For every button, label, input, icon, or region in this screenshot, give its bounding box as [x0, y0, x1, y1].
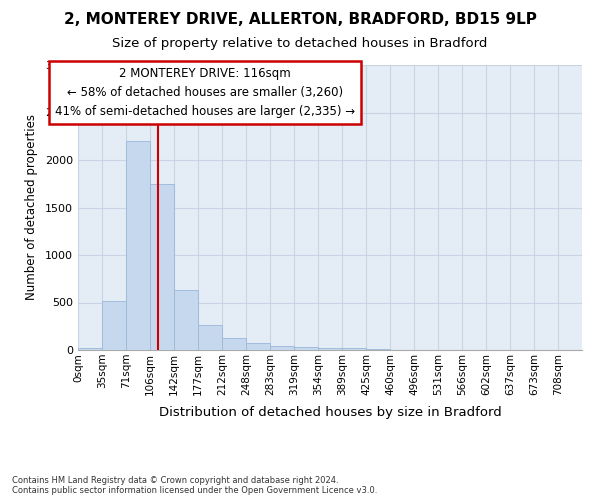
Bar	[102, 300, 126, 350]
Text: 2 MONTEREY DRIVE: 116sqm
← 58% of detached houses are smaller (3,260)
41% of sem: 2 MONTEREY DRIVE: 116sqm ← 58% of detach…	[55, 67, 355, 118]
Bar	[294, 347, 318, 350]
Bar	[318, 348, 342, 350]
Bar	[366, 348, 390, 350]
Bar	[270, 346, 294, 350]
Bar	[174, 290, 198, 350]
Y-axis label: Number of detached properties: Number of detached properties	[25, 114, 38, 300]
Bar	[78, 348, 102, 350]
Text: 2, MONTEREY DRIVE, ALLERTON, BRADFORD, BD15 9LP: 2, MONTEREY DRIVE, ALLERTON, BRADFORD, B…	[64, 12, 536, 28]
Text: Size of property relative to detached houses in Bradford: Size of property relative to detached ho…	[112, 38, 488, 51]
Bar	[222, 338, 246, 350]
Bar	[150, 184, 174, 350]
Bar	[126, 141, 150, 350]
Bar	[342, 348, 366, 350]
Text: Contains HM Land Registry data © Crown copyright and database right 2024.
Contai: Contains HM Land Registry data © Crown c…	[12, 476, 377, 495]
X-axis label: Distribution of detached houses by size in Bradford: Distribution of detached houses by size …	[158, 406, 502, 419]
Bar	[246, 343, 270, 350]
Bar	[198, 325, 222, 350]
